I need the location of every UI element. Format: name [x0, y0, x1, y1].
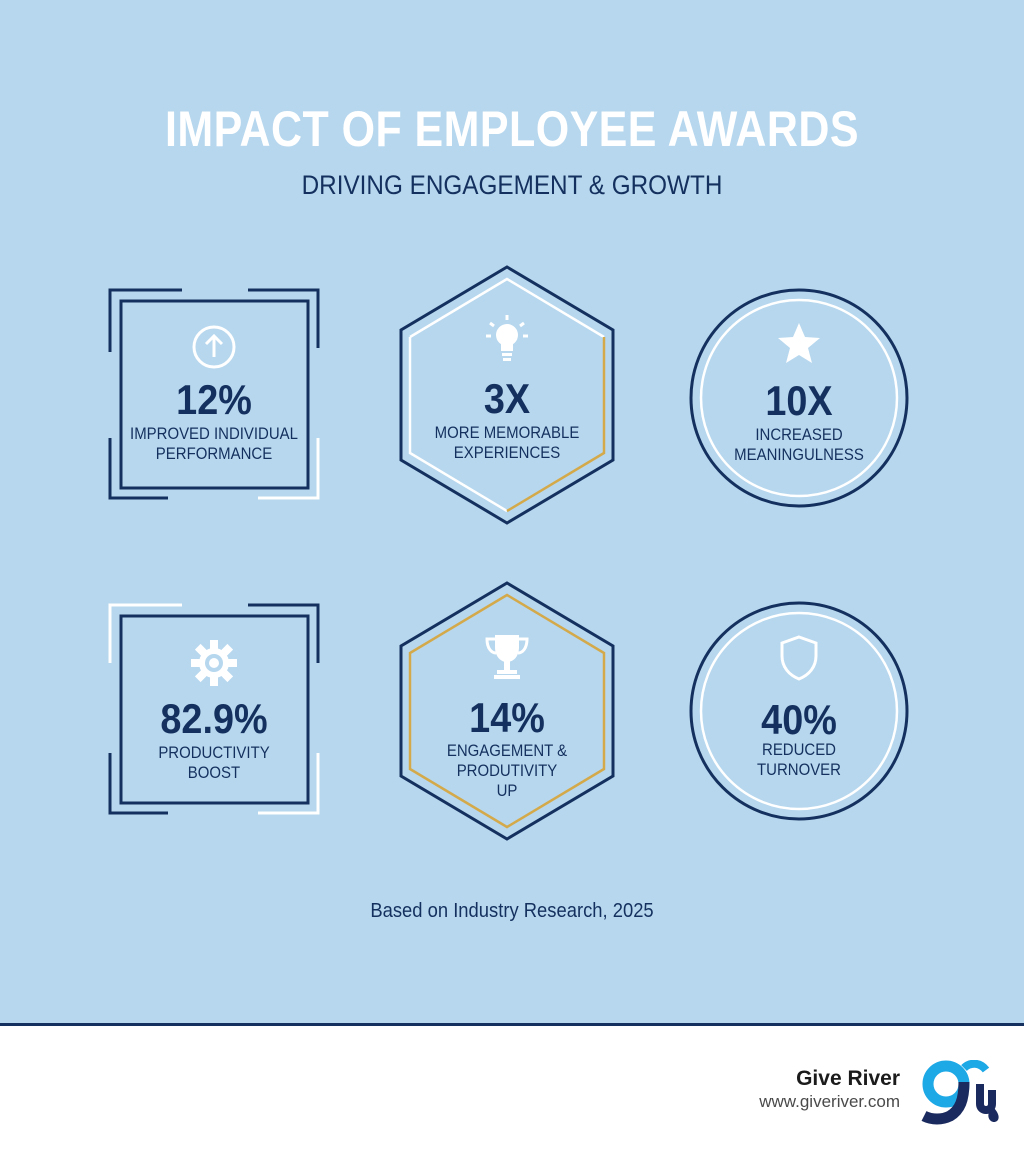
hexagon-frame	[399, 581, 615, 841]
brand-url[interactable]: www.giveriver.com	[759, 1092, 900, 1111]
stat-label: MORE MEMORABLE	[434, 423, 580, 442]
square-frame	[108, 288, 320, 500]
circle-frame	[689, 288, 909, 508]
stat-label: PERFORMANCE	[155, 444, 273, 463]
stat-label: INCREASED	[755, 425, 843, 444]
stat-label: ENGAGEMENT &	[446, 741, 568, 760]
stat-label: EXPERIENCES	[453, 443, 561, 462]
stat-label: BOOST	[187, 763, 241, 782]
stat-label: MEANINGULNESS	[734, 445, 864, 464]
stat-tile-productivity: 82.9% PRODUCTIVITY BOOST	[108, 603, 320, 815]
brand-name: Give River	[796, 1067, 900, 1090]
stat-label: REDUCED	[762, 740, 836, 759]
hexagon-frame	[399, 265, 615, 525]
stat-value: 40%	[761, 696, 837, 743]
stat-value: 3X	[483, 375, 531, 422]
stat-label: PRODUCTIVITY	[158, 743, 270, 762]
arrow-up-icon	[192, 325, 236, 369]
stat-label: TURNOVER	[757, 760, 841, 779]
stat-tile-meaningfulness: 10X INCREASED MEANINGULNESS	[688, 287, 910, 509]
stat-tile-performance: 12% IMPROVED INDIVIDUAL PERFORMANCE	[108, 288, 320, 500]
square-frame	[108, 603, 320, 815]
circle-frame	[689, 601, 909, 821]
stat-tile-turnover: 40% REDUCED TURNOVER	[688, 600, 910, 822]
stat-label: UP	[496, 781, 518, 800]
stat-tile-engagement: 14% ENGAGEMENT & PRODUTIVITY UP	[398, 581, 616, 841]
star-icon	[778, 323, 820, 363]
page-title: IMPACT OF EMPLOYEE AWARDS	[164, 101, 859, 157]
give-river-logo-icon	[921, 1060, 999, 1125]
footer-divider	[0, 1023, 1024, 1026]
page-subtitle: DRIVING ENGAGEMENT & GROWTH	[301, 170, 723, 200]
trophy-icon	[485, 635, 529, 679]
stat-label: IMPROVED INDIVIDUAL	[130, 424, 298, 443]
shield-icon	[780, 635, 818, 681]
stat-value: 10X	[765, 377, 833, 424]
footer-bar	[0, 1026, 1024, 1154]
stat-value: 82.9%	[160, 695, 268, 742]
lightbulb-icon	[486, 315, 528, 361]
stat-tile-experiences: 3X MORE MEMORABLE EXPERIENCES	[398, 265, 616, 525]
stat-value: 14%	[469, 694, 545, 741]
stat-value: 12%	[176, 376, 252, 423]
stat-label: PRODUTIVITY	[456, 761, 558, 780]
gear-icon	[191, 640, 237, 686]
source-footnote: Based on Industry Research, 2025	[370, 900, 654, 922]
